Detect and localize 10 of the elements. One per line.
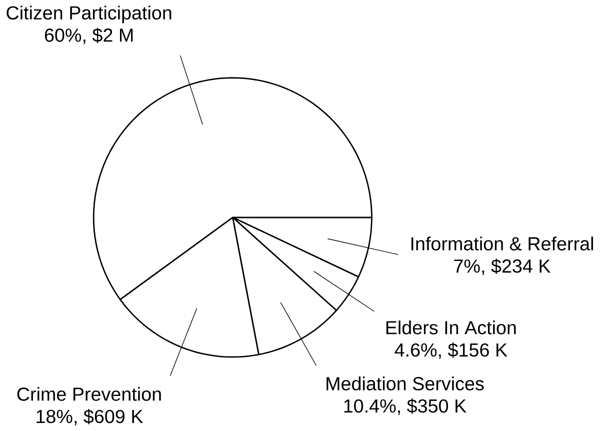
data-label: 18%, $609 K	[36, 408, 144, 426]
slice-label: Information & Referral	[411, 236, 593, 250]
data-label: 4.6%, $156 K	[394, 342, 508, 359]
slice-label: Citizen Participation	[6, 6, 172, 24]
slice-label: Mediation Services	[326, 376, 484, 390]
data-label: 10.4%, $350 K	[344, 398, 466, 415]
data-label: 60%, $2 M	[44, 28, 133, 44]
slice-label: Elders In Action	[386, 320, 516, 334]
data-label: 7%, $234 K	[454, 258, 551, 275]
slice-label: Crime Prevention	[17, 386, 161, 401]
